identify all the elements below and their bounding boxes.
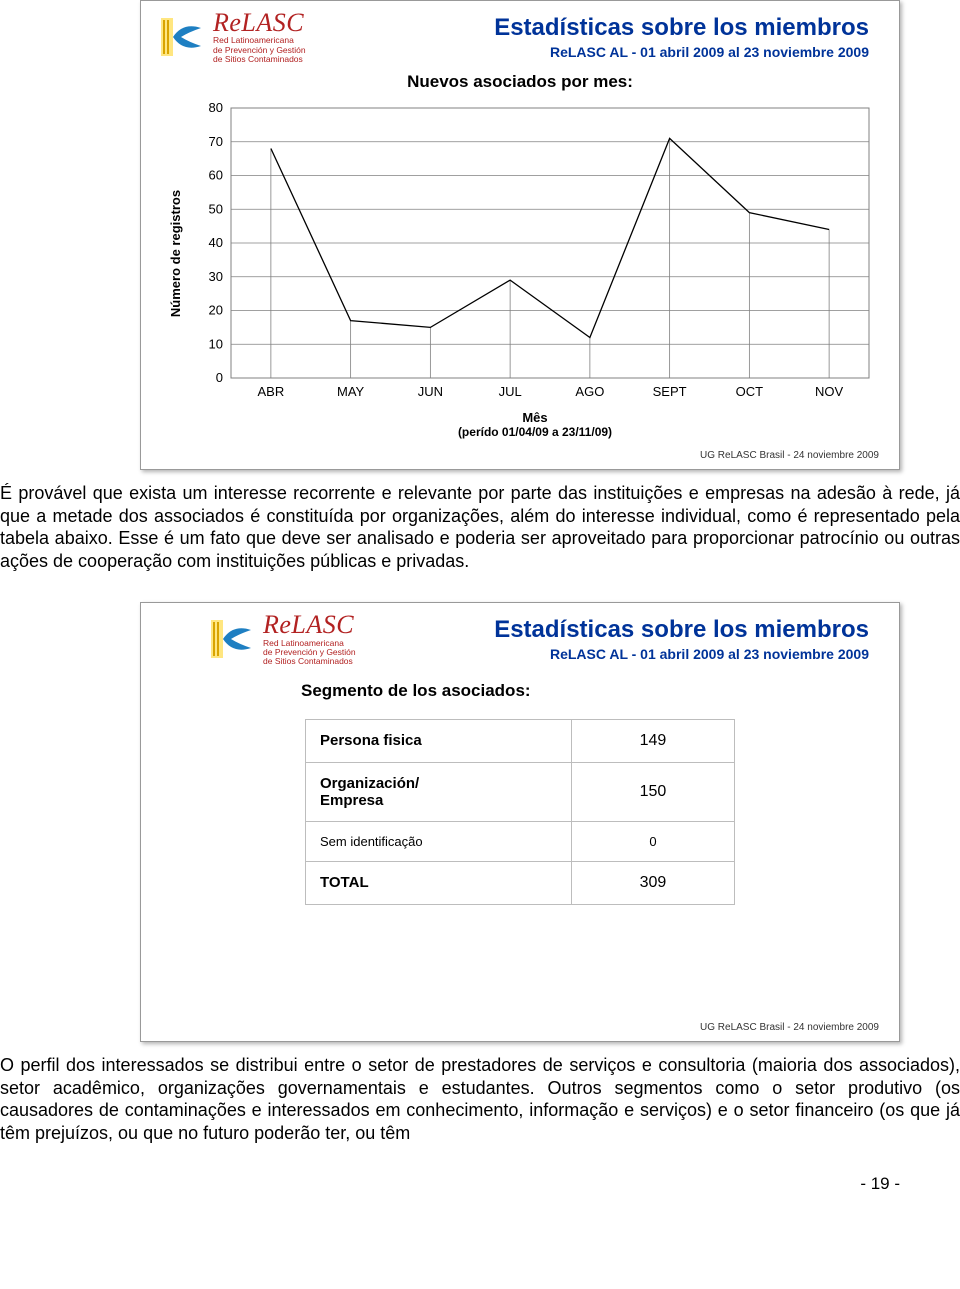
table-row: TOTAL309 bbox=[306, 861, 735, 904]
svg-text:50: 50 bbox=[209, 202, 223, 217]
figure1-footer: UG ReLASC Brasil - 24 noviembre 2009 bbox=[700, 450, 879, 461]
paragraph-1: É provável que exista um interesse recor… bbox=[0, 482, 960, 572]
svg-text:ABR: ABR bbox=[258, 384, 285, 399]
table-row: Persona fisica149 bbox=[306, 719, 735, 762]
svg-text:JUN: JUN bbox=[418, 384, 443, 399]
figure-segment-of-members: ReLASC Red Latinoamericana de Prevención… bbox=[140, 602, 900, 1042]
segment-value: 0 bbox=[571, 821, 734, 861]
figure2-footer: UG ReLASC Brasil - 24 noviembre 2009 bbox=[700, 1022, 879, 1033]
line-chart: Número de registros 0 10 20 30 40 50 60 70 80 ABR… bbox=[161, 98, 879, 408]
logo-name: ReLASC bbox=[263, 611, 356, 638]
svg-text:0: 0 bbox=[216, 370, 223, 385]
relasc-logo: ReLASC Red Latinoamericana de Prevención… bbox=[161, 9, 306, 64]
segment-table: Persona fisica149Organización/Empresa150… bbox=[305, 719, 735, 905]
x-axis-sublabel: (perído 01/04/09 a 23/11/09) bbox=[191, 425, 879, 439]
figure1-section-title: Nuevos asociados por mes: bbox=[161, 72, 879, 92]
logo-subtitle-3: de Sitios Contaminados bbox=[213, 55, 306, 64]
chart-canvas: 0 10 20 30 40 50 60 70 80 ABR MAY JUN JUL AGO SEPT OCT N… bbox=[191, 98, 879, 408]
segment-label: Organización/Empresa bbox=[306, 762, 572, 821]
segment-label: Persona fisica bbox=[306, 719, 572, 762]
svg-text:MAY: MAY bbox=[337, 384, 365, 399]
svg-text:AGO: AGO bbox=[575, 384, 604, 399]
svg-text:20: 20 bbox=[209, 303, 223, 318]
svg-text:30: 30 bbox=[209, 269, 223, 284]
x-axis-label: Mês bbox=[191, 410, 879, 425]
segment-label: Sem identificação bbox=[306, 821, 572, 861]
relasc-logo-icon bbox=[161, 18, 205, 56]
logo-subtitle-3: de Sitios Contaminados bbox=[263, 657, 356, 666]
relasc-logo: ReLASC Red Latinoamericana de Prevención… bbox=[211, 611, 356, 666]
segment-value: 149 bbox=[571, 719, 734, 762]
figure1-subtitle: ReLASC AL - 01 abril 2009 al 23 noviembr… bbox=[494, 44, 869, 60]
segment-label: TOTAL bbox=[306, 861, 572, 904]
page-number: - 19 - bbox=[0, 1174, 960, 1194]
svg-text:70: 70 bbox=[209, 134, 223, 149]
svg-text:SEPT: SEPT bbox=[653, 384, 687, 399]
paragraph-2: O perfil dos interessados se distribui e… bbox=[0, 1054, 960, 1144]
figure1-header: ReLASC Red Latinoamericana de Prevención… bbox=[161, 9, 879, 64]
y-axis-label: Número de registros bbox=[169, 190, 184, 317]
svg-text:60: 60 bbox=[209, 168, 223, 183]
svg-text:OCT: OCT bbox=[736, 384, 764, 399]
svg-text:10: 10 bbox=[209, 337, 223, 352]
table-row: Sem identificação0 bbox=[306, 821, 735, 861]
figure2-title: Estadísticas sobre los miembros bbox=[494, 616, 869, 644]
svg-text:JUL: JUL bbox=[499, 384, 522, 399]
figure2-subtitle: ReLASC AL - 01 abril 2009 al 23 noviembr… bbox=[494, 646, 869, 662]
figure-new-members-per-month: ReLASC Red Latinoamericana de Prevención… bbox=[140, 0, 900, 470]
svg-text:NOV: NOV bbox=[815, 384, 844, 399]
figure2-section-title: Segmento de los asociados: bbox=[161, 681, 879, 701]
figure2-header: ReLASC Red Latinoamericana de Prevención… bbox=[161, 611, 879, 666]
relasc-logo-icon bbox=[211, 620, 255, 658]
svg-text:40: 40 bbox=[209, 235, 223, 250]
segment-value: 150 bbox=[571, 762, 734, 821]
svg-text:80: 80 bbox=[209, 100, 223, 115]
table-row: Organización/Empresa150 bbox=[306, 762, 735, 821]
figure1-title: Estadísticas sobre los miembros bbox=[494, 14, 869, 42]
logo-name: ReLASC bbox=[213, 9, 306, 36]
segment-value: 309 bbox=[571, 861, 734, 904]
